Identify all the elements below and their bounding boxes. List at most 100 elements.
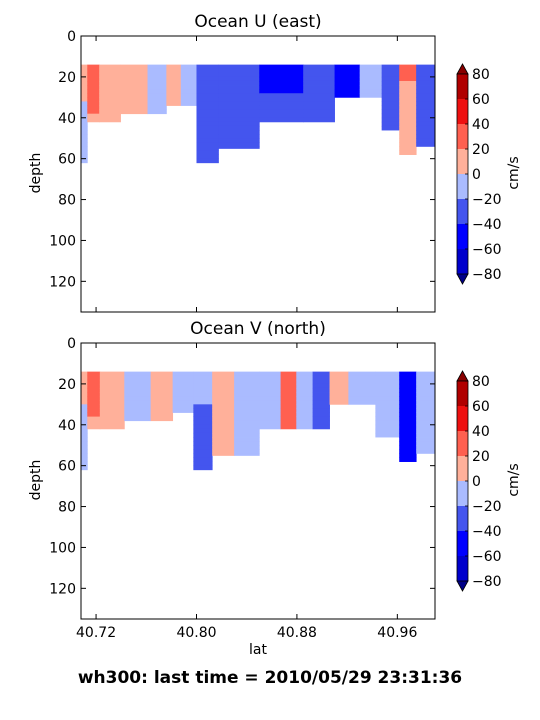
heatmap-cell <box>359 93 383 98</box>
heatmap-cell <box>296 416 314 422</box>
heatmap-cell <box>312 371 330 377</box>
heatmap-cell <box>416 404 436 409</box>
heatmap-cell <box>296 412 314 417</box>
heatmap-cell <box>87 396 101 401</box>
heatmap-cell <box>312 420 330 426</box>
heatmap-cell <box>334 64 361 70</box>
heatmap-cell <box>375 424 400 430</box>
colorbar-tick-label: 60 <box>472 399 490 415</box>
heatmap-cell <box>193 449 213 454</box>
colorbar-over-arrow <box>456 63 469 75</box>
heatmap-cell <box>381 72 400 78</box>
heatmap-column <box>120 64 148 115</box>
heatmap-cell <box>259 101 304 106</box>
heatmap-cell <box>303 105 335 110</box>
heatmap-cell <box>259 85 304 90</box>
heatmap-cell <box>99 420 125 426</box>
heatmap-cell <box>218 117 260 123</box>
heatmap-cell <box>196 72 219 78</box>
heatmap-cell <box>234 392 260 397</box>
colorbar-under-arrow <box>456 580 469 592</box>
heatmap-cell <box>124 404 152 409</box>
y-ticks-u: 0 20 40 60 80 100 120 <box>49 29 435 290</box>
heatmap-cell <box>99 416 125 422</box>
heatmap-cell <box>218 68 260 74</box>
heatmap-cell <box>296 400 314 405</box>
heatmap-cell <box>334 85 361 90</box>
heatmap-cell <box>234 420 260 426</box>
heatmap-cell <box>312 396 330 401</box>
heatmap-cell <box>166 85 182 90</box>
heatmap-cell <box>296 420 314 426</box>
panel-ocean-u: Ocean U (east) depth 0 20 40 60 80 100 120 80 6… <box>28 12 522 313</box>
heatmap-column <box>99 64 121 123</box>
heatmap-cell <box>124 387 152 393</box>
heatmap-cell <box>99 113 121 119</box>
heatmap-cell <box>381 93 400 98</box>
heatmap-cell <box>87 85 100 90</box>
heatmap-cell <box>381 109 400 115</box>
heatmap-cell <box>416 80 436 86</box>
heatmap-cell <box>416 437 436 442</box>
heatmap-cell <box>196 89 219 94</box>
heatmap-cell <box>399 125 417 131</box>
heatmap-cell <box>166 64 182 70</box>
heatmap-cell <box>234 441 260 446</box>
y-tick-label: 0 <box>67 29 76 45</box>
heatmap-cell <box>234 404 260 409</box>
heatmap-cell <box>147 80 167 86</box>
heatmap-cell <box>348 375 376 381</box>
heatmap-cell <box>81 121 88 127</box>
heatmap-cell <box>87 72 100 78</box>
heatmap-cell <box>196 125 219 131</box>
heatmap-cell <box>193 465 213 471</box>
heatmap-cell <box>280 424 297 430</box>
heatmap-cell <box>212 449 235 454</box>
heatmap-cell <box>416 72 436 78</box>
x-ticks-v: 40.72 40.80 40.88 40.96 <box>76 343 417 641</box>
heatmap-cell <box>218 134 260 139</box>
heatmap-cell <box>416 392 436 397</box>
heatmap-cell <box>120 68 148 74</box>
heatmap-cell <box>81 420 88 426</box>
heatmap-cell <box>99 408 125 413</box>
heatmap-cell <box>280 408 297 413</box>
heatmap-cell <box>87 375 101 381</box>
heatmap-cell <box>99 371 125 377</box>
heatmap-cell <box>399 375 417 381</box>
heatmap-cell <box>381 105 400 110</box>
heatmap-cell <box>120 105 148 110</box>
heatmap-cell <box>399 387 417 393</box>
colorbar-segment <box>457 224 468 250</box>
heatmap-cell <box>399 400 417 405</box>
heatmap-cell <box>150 392 174 397</box>
heatmap-column <box>399 64 417 155</box>
heatmap-cell <box>399 97 417 102</box>
heatmap-cell <box>259 89 304 94</box>
heatmap-cell <box>99 117 121 123</box>
colorbar-segment <box>457 556 468 582</box>
heatmap-cell <box>329 379 349 385</box>
heatmap-cell <box>381 89 400 94</box>
heatmap-cell <box>193 437 213 442</box>
heatmap-cell <box>81 85 88 90</box>
heatmap-cell <box>81 453 88 458</box>
heatmap-cell <box>81 130 88 135</box>
heatmap-column <box>312 371 330 430</box>
heatmap-cell <box>259 105 304 110</box>
heatmap-cell <box>99 383 125 389</box>
heatmap-cell <box>399 146 417 151</box>
heatmap-cell <box>416 396 436 401</box>
heatmap-cell <box>416 97 436 102</box>
heatmap-cell <box>259 379 281 385</box>
heatmap-cell <box>193 371 213 377</box>
heatmap-cell <box>87 109 100 115</box>
heatmap-cell <box>172 408 194 413</box>
panel-title-u: Ocean U (east) <box>194 12 321 32</box>
heatmap-cell <box>416 432 436 438</box>
heatmap-cell <box>259 416 281 422</box>
heatmap-cell <box>399 437 417 442</box>
heatmap-cell <box>120 101 148 106</box>
heatmap-cell <box>147 105 167 110</box>
heatmap-cell <box>416 408 436 413</box>
